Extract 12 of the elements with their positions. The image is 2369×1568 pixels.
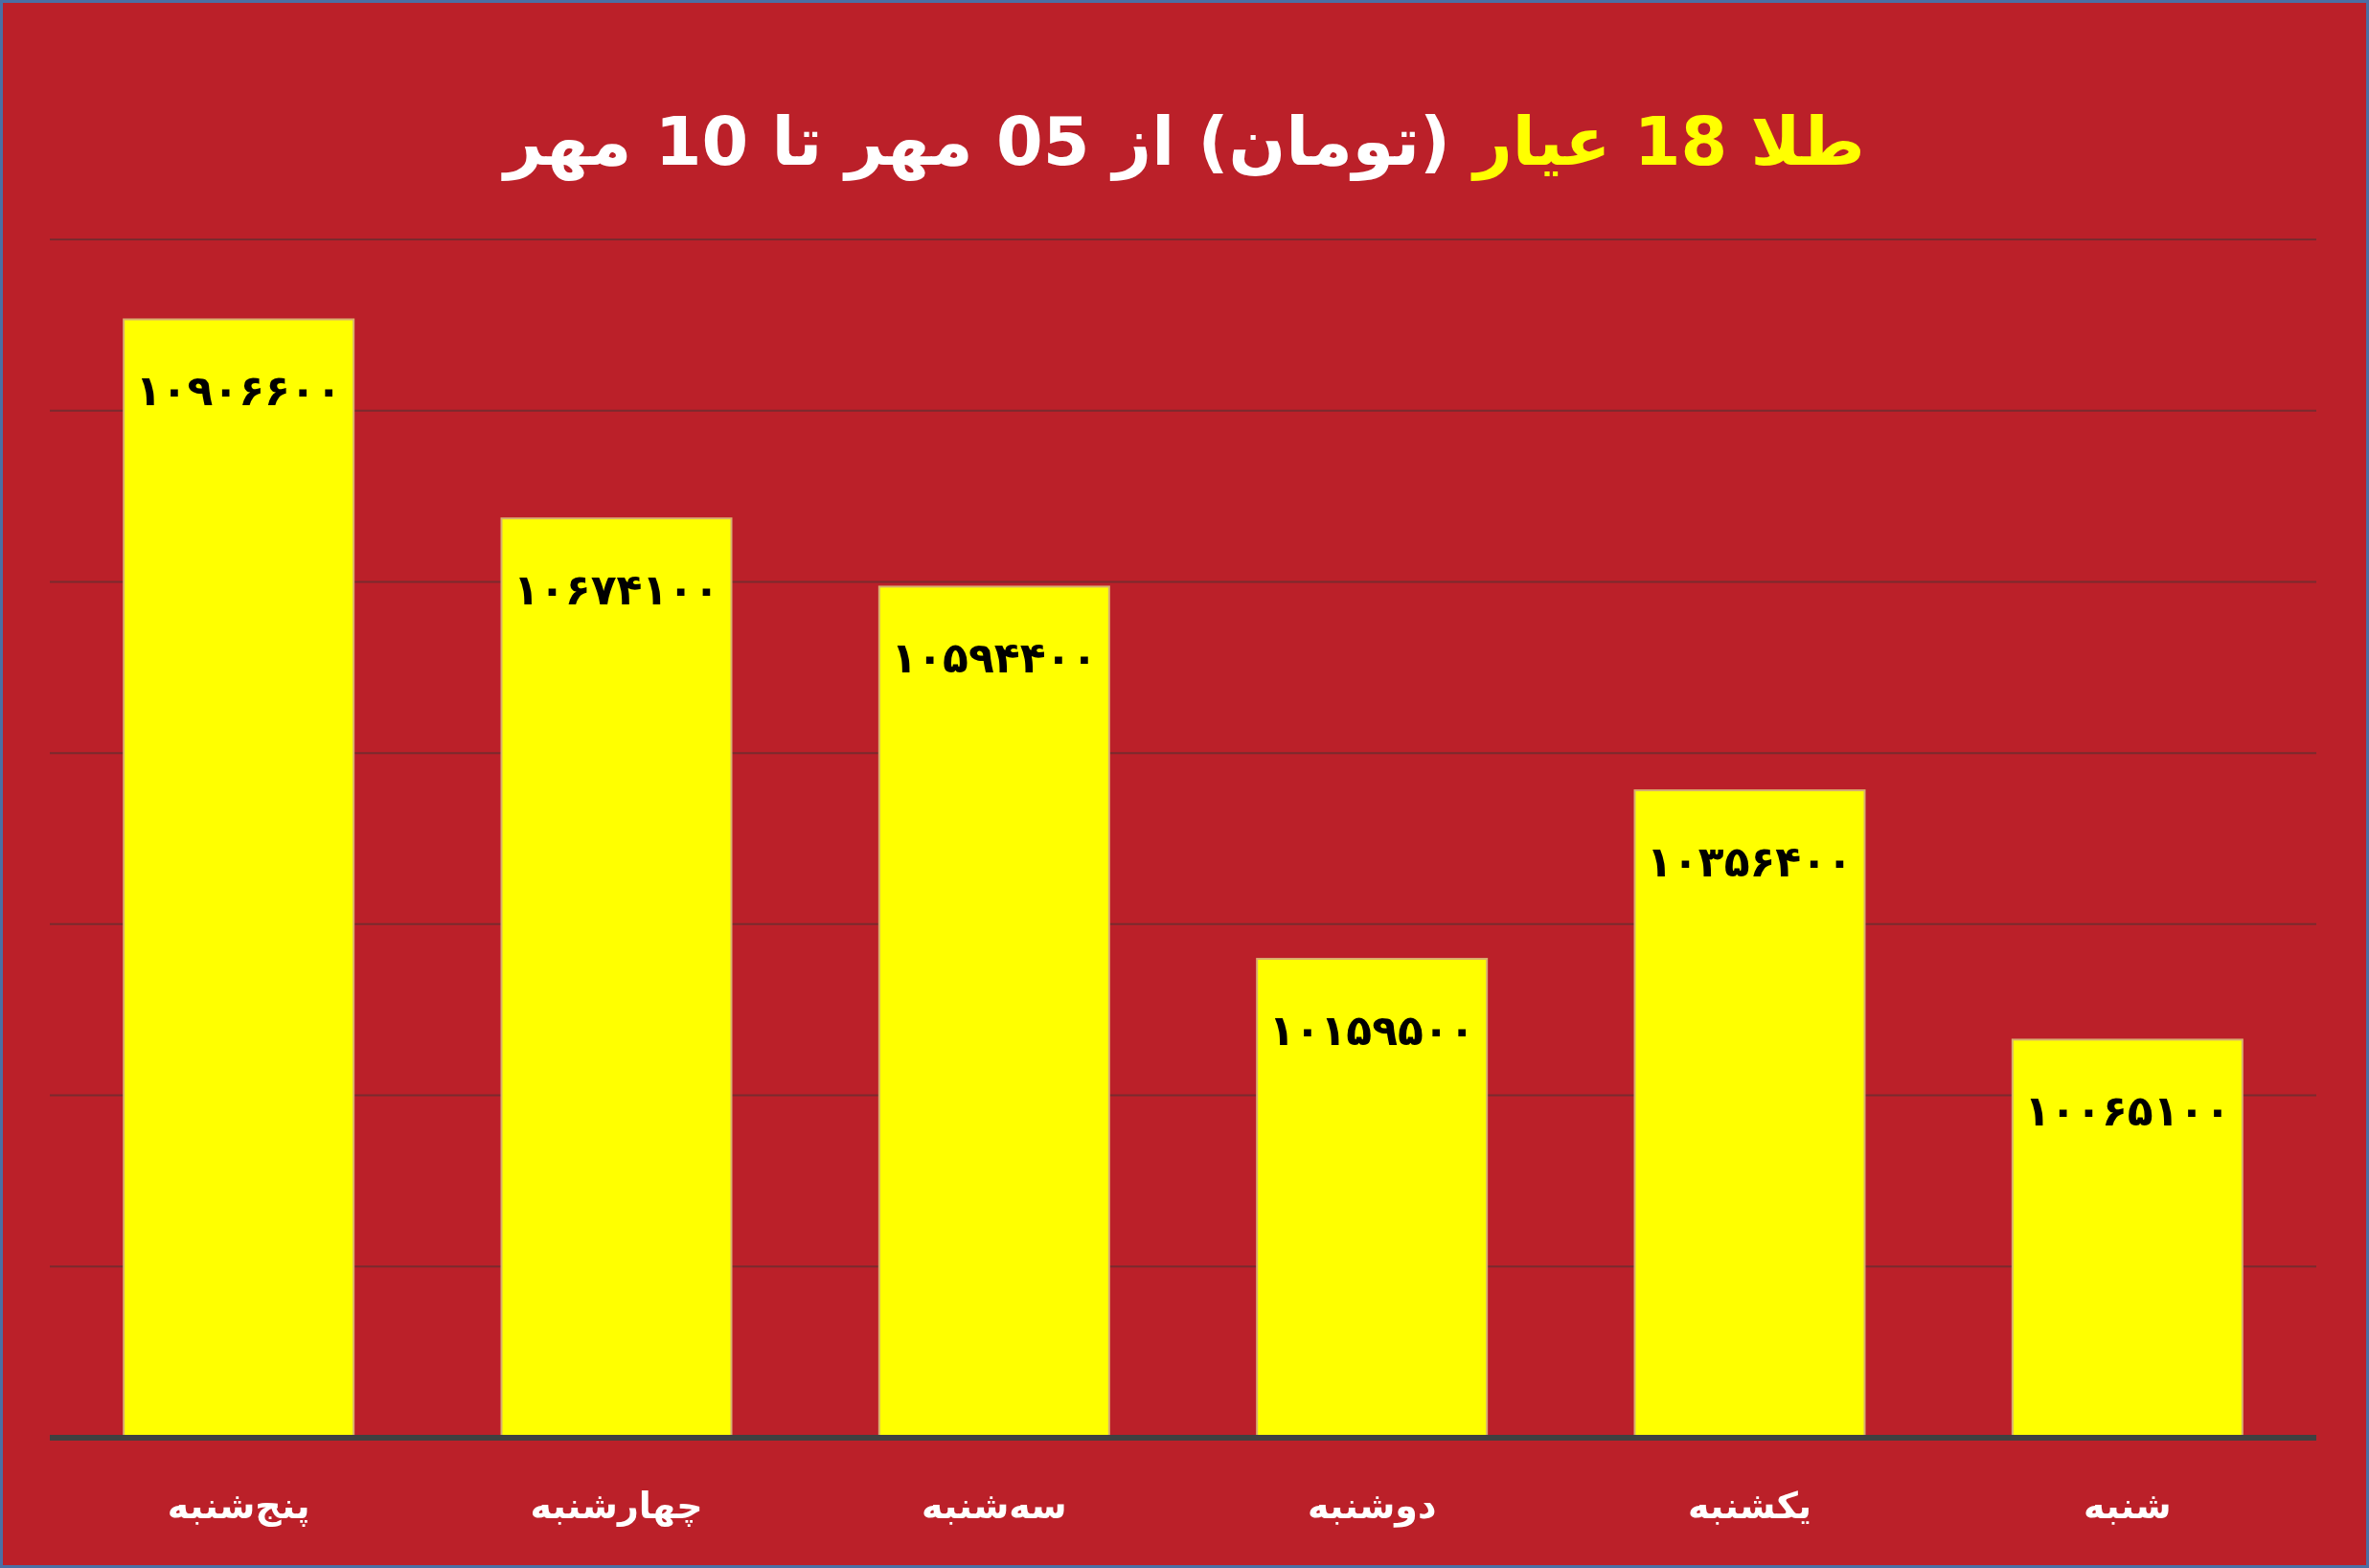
data-label: ۱۰۳۵۶۴۰۰	[1647, 837, 1853, 887]
x-tick-label: شنبه	[2084, 1485, 2172, 1527]
x-tick-label: چهارشنبه	[530, 1485, 703, 1527]
x-tick-label: پنج‌شنبه	[167, 1485, 310, 1527]
x-tick-label: سه‌شنبه	[921, 1485, 1067, 1527]
data-label: ۱۰۵۹۴۴۰۰	[891, 633, 1098, 683]
data-label: ۱۰۰۶۵۱۰۰	[2024, 1086, 2231, 1136]
x-tick-label: یکشنبه	[1687, 1485, 1812, 1527]
x-tick-label: دوشنبه	[1307, 1485, 1437, 1528]
data-label: ۱۰۶۷۴۱۰۰	[513, 565, 719, 615]
data-label: ۱۰۱۵۹۵۰۰	[1268, 1006, 1475, 1056]
data-label: ۱۰۹۰۶۶۰۰	[135, 366, 342, 416]
